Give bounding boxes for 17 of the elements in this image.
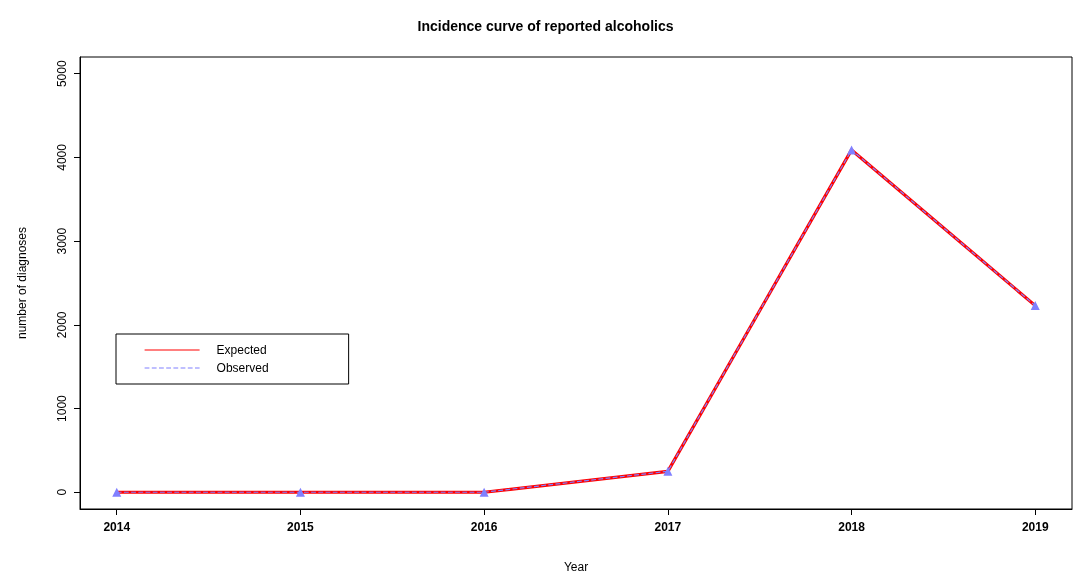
y-tick-label: 4000 — [55, 143, 69, 171]
x-axis-title: Year — [563, 560, 589, 574]
x-tick-label: 2015 — [287, 520, 315, 534]
y-tick-label: 0 — [55, 488, 69, 496]
y-tick-label: 5000 — [55, 60, 69, 88]
x-tick-label: 2017 — [654, 520, 682, 534]
x-tick-label: 2018 — [838, 520, 866, 534]
legend-label: Expected — [216, 343, 267, 357]
chart-title: Incidence curve of reported alcoholics — [417, 18, 674, 34]
legend-label: Observed — [216, 361, 269, 375]
x-tick-label: 2014 — [103, 520, 131, 534]
y-tick-label: 1000 — [55, 394, 69, 422]
y-tick-label: 3000 — [55, 227, 69, 255]
y-tick-label: 2000 — [55, 311, 69, 339]
x-tick-label: 2019 — [1021, 520, 1049, 534]
y-axis-title: number of diagnoses — [15, 226, 29, 340]
x-tick-label: 2016 — [470, 520, 498, 534]
